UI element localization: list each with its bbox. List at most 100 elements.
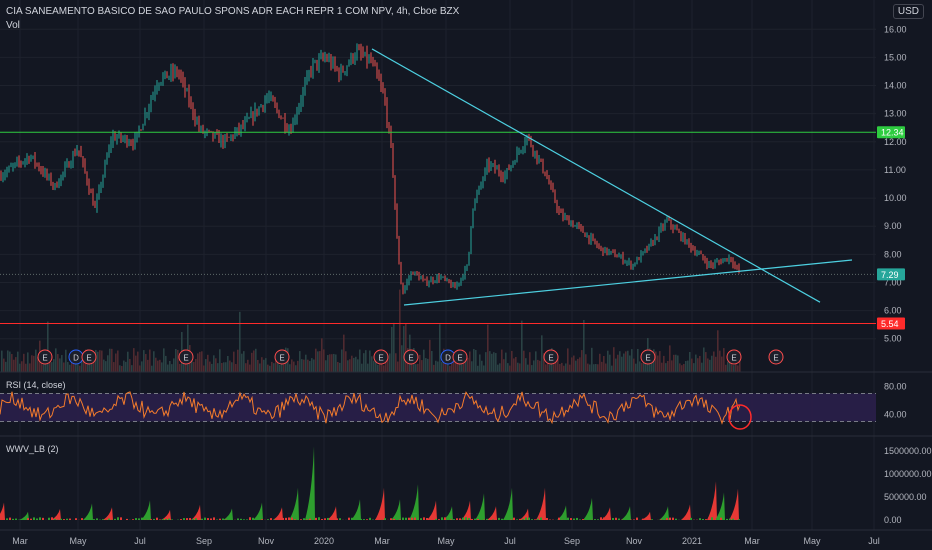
price-badge-bg — [877, 317, 905, 330]
volume-bar — [735, 358, 737, 372]
wwv-bar — [606, 518, 608, 520]
volume-bar — [673, 354, 675, 372]
volume-bar — [77, 363, 79, 372]
volume-bar — [35, 349, 37, 372]
volume-bar — [451, 360, 453, 372]
volume-bar — [101, 350, 103, 372]
wwv-bar — [672, 517, 674, 520]
volume-bar — [297, 360, 299, 372]
volume-bar — [417, 363, 419, 372]
wwv-bar — [117, 517, 119, 520]
wwv-bar — [519, 518, 521, 520]
volume-bar — [211, 363, 213, 372]
price-axis-label: 12.00 — [884, 137, 907, 147]
volume-bar — [197, 353, 199, 372]
wwv-bar — [492, 519, 494, 520]
volume-bar — [89, 359, 91, 372]
volume-bar — [17, 351, 19, 372]
volume-bar — [661, 362, 663, 372]
wwv-bar — [36, 518, 38, 520]
wwv-axis-label: 1000000.00 — [884, 469, 932, 479]
wwv-bar — [516, 519, 518, 520]
wwv-bar — [408, 517, 410, 520]
wwv-bar — [279, 517, 281, 520]
volume-bar — [225, 362, 227, 372]
wwv-peak — [461, 500, 471, 520]
wwv-bar — [624, 519, 626, 520]
marker-circle — [452, 349, 468, 365]
marker-circle — [274, 349, 290, 365]
volume-bar — [611, 365, 613, 372]
wwv-bar — [477, 518, 479, 520]
volume-bar — [21, 361, 23, 372]
wwv-pane: 1500000.00 1000000.00 500000.00 0.00 — [0, 446, 932, 525]
volume-bar — [605, 363, 607, 372]
wwv-bar — [462, 517, 464, 520]
volume-bar — [173, 358, 175, 372]
wwv-bar — [126, 518, 128, 520]
volume-bar — [637, 348, 639, 372]
wwv-bar — [651, 519, 653, 520]
volume-bar — [665, 363, 667, 372]
volume-bar — [161, 362, 163, 372]
wwv-bar — [570, 518, 572, 520]
volume-bar — [581, 350, 583, 372]
wwv-bar — [27, 518, 29, 520]
wwv-bar — [729, 518, 731, 520]
volume-bar — [117, 350, 119, 372]
volume-bar — [399, 289, 401, 372]
volume-bar — [155, 357, 157, 372]
descending-trendline — [371, 48, 821, 303]
volume-bar — [261, 357, 263, 372]
volume-bar — [559, 364, 561, 372]
volume-bar — [195, 358, 197, 372]
time-axis-label: Mar — [12, 536, 28, 546]
wwv-bar — [63, 519, 65, 520]
wwv-bar — [132, 519, 134, 520]
wwv-bar — [537, 518, 539, 520]
wwv-bar — [261, 519, 263, 520]
marker-circle — [81, 349, 97, 365]
volume-bar — [619, 351, 621, 372]
volume-bar — [485, 352, 487, 372]
volume-bar — [721, 356, 723, 372]
marker-letter: E — [645, 354, 650, 363]
volume-bar — [103, 359, 105, 372]
volume-bar — [525, 358, 527, 372]
wwv-bar — [30, 518, 32, 520]
wwv-bar — [309, 518, 311, 520]
time-axis-label: Mar — [744, 536, 760, 546]
volume-bar — [471, 361, 473, 372]
marker-letter: E — [773, 354, 778, 363]
volume-bar — [33, 355, 35, 372]
wwv-bar — [135, 518, 137, 520]
wwv-bar — [582, 519, 584, 520]
volume-bar — [565, 363, 567, 372]
price-axis-label: 14.00 — [884, 81, 907, 91]
currency-button[interactable]: USD — [892, 4, 924, 19]
price-badge: 7.29 — [877, 268, 905, 281]
wwv-bar — [501, 518, 503, 520]
wwv-peak — [715, 492, 725, 520]
volume-bar — [427, 358, 429, 372]
volume-bar — [489, 351, 491, 372]
earnings-marker: E — [768, 349, 784, 365]
volume-bar — [147, 359, 149, 372]
wwv-bar — [33, 517, 35, 520]
wwv-bar — [240, 518, 242, 520]
volume-bar — [213, 355, 215, 372]
volume-bar — [93, 356, 95, 372]
volume-bar — [303, 359, 305, 372]
volume-bar — [487, 324, 489, 372]
volume-bar — [255, 348, 257, 372]
trendlines[interactable] — [371, 48, 853, 306]
wwv-bar — [642, 518, 644, 520]
wwv-bar — [375, 519, 377, 520]
price-axis-label: 8.00 — [884, 249, 902, 259]
wwv-bar — [579, 519, 581, 520]
wwv-bar — [414, 517, 416, 520]
wwv-peak — [519, 508, 529, 520]
wwv-peak — [351, 499, 361, 520]
volume-bar — [41, 362, 43, 372]
